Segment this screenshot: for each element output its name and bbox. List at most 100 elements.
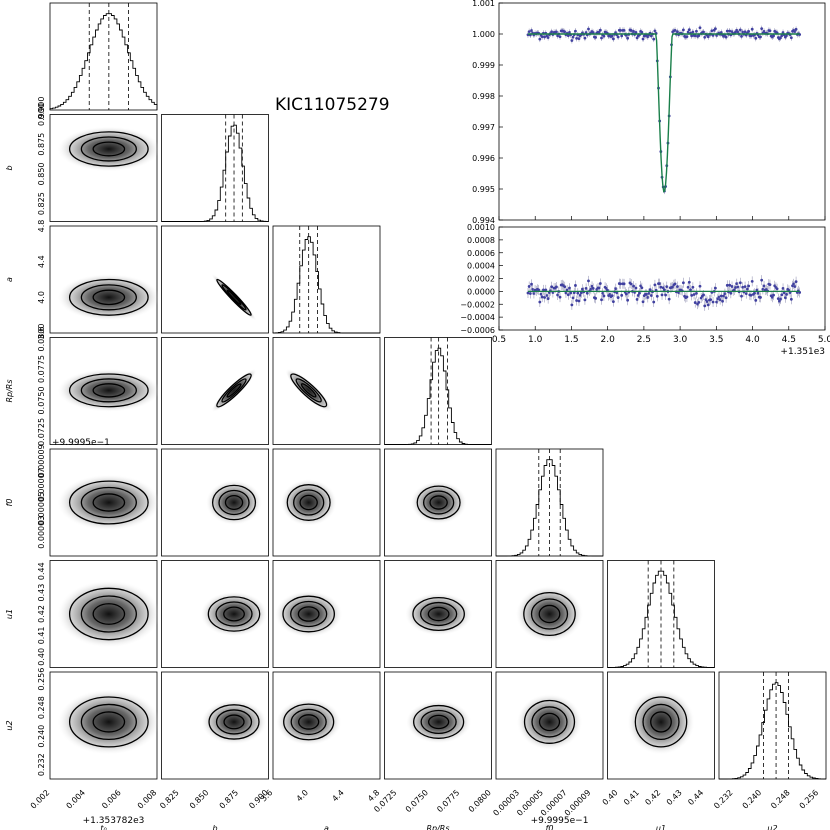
data-point: [616, 35, 620, 39]
data-point: [724, 35, 728, 39]
data-point: [620, 34, 624, 38]
corner-cell-b-b: [161, 114, 269, 222]
residual-point: [793, 285, 797, 288]
density-cloud: [57, 474, 160, 531]
residual-point: [619, 282, 622, 286]
density-contour-1: [523, 699, 576, 744]
data-point: [785, 34, 788, 37]
res-y-tick-label: 0.0002: [467, 275, 495, 284]
corner-cell-u1-u1: [607, 560, 715, 668]
residual-point: [620, 293, 624, 297]
residual-point: [658, 282, 662, 286]
residual-point: [527, 285, 531, 288]
residual-point: [546, 297, 550, 300]
model-line: [528, 33, 800, 193]
data-point: [749, 34, 753, 38]
residual-point: [589, 287, 593, 291]
residual-point: [692, 293, 696, 296]
data-point: [702, 30, 705, 34]
y-tick-label: 0.850: [37, 162, 46, 185]
y-offset-label-f0: +9.9995e−1: [52, 438, 110, 448]
histogram-u2: [719, 682, 826, 780]
corner-cell-u1-rprs: [384, 560, 492, 668]
corner-cell-u1-f0: [495, 560, 604, 668]
res-y-tick-label: 0.0004: [467, 262, 495, 271]
histogram-b: [161, 124, 269, 222]
residual-point: [695, 291, 698, 295]
density-contour-2: [80, 595, 137, 633]
residual-point: [602, 294, 606, 298]
residual-point: [636, 294, 640, 297]
data-point: [690, 34, 694, 38]
data-point: [538, 37, 542, 41]
lc-y-tick-label: 1.000: [472, 30, 495, 39]
data-point: [629, 29, 633, 32]
density-contour-3: [226, 289, 242, 306]
x-axis-label-u2: u2: [767, 824, 777, 830]
cell-frame: [161, 337, 269, 445]
data-point: [563, 30, 567, 34]
density-contour-3: [223, 606, 245, 622]
data-point: [558, 35, 562, 39]
residual-point: [756, 291, 760, 295]
residual-point: [698, 284, 702, 288]
data-point: [728, 29, 732, 33]
density-cloud: [410, 481, 467, 524]
data-point: [530, 29, 533, 32]
density-contour-3: [92, 493, 126, 512]
corner-cell-a-a: [272, 225, 381, 334]
residual-point: [598, 282, 602, 285]
cell-frame: [384, 337, 492, 445]
res-y-tick-label: −0.0006: [460, 326, 495, 335]
lc-y-tick-label: 0.995: [472, 185, 495, 194]
density-contour-1: [208, 704, 260, 740]
data-point: [695, 29, 698, 33]
residual-point: [570, 303, 574, 307]
residual-point: [762, 284, 766, 288]
data-point: [736, 30, 740, 34]
residual-point: [792, 282, 796, 286]
residual-point: [647, 292, 651, 295]
residual-point: [690, 293, 694, 297]
density-contour-2: [290, 708, 327, 736]
residual-point: [632, 284, 635, 288]
y-tick-label: 0.00009: [37, 444, 46, 477]
density-contour-3: [92, 711, 126, 733]
density-cloud: [57, 274, 160, 321]
residual-point: [715, 300, 719, 304]
density-cloud: [200, 591, 268, 637]
data-point: [622, 28, 626, 32]
residual-point: [590, 284, 594, 288]
residual-point: [754, 298, 758, 302]
residual-point: [526, 291, 530, 295]
density-contour-2: [80, 284, 137, 311]
residual-point: [689, 288, 692, 292]
res-x-tick-label: 3.5: [709, 335, 723, 345]
density-contour-3: [92, 141, 126, 157]
res-y-tick-label: 0.0006: [467, 249, 495, 258]
residual-point: [780, 293, 784, 297]
corner-cell-t0-t0: 0.900: [37, 2, 158, 119]
density-cloud: [276, 698, 342, 746]
residual-point: [735, 282, 739, 286]
data-point: [759, 35, 762, 39]
residual-point: [555, 285, 558, 289]
data-point: [697, 34, 701, 37]
data-point: [710, 29, 714, 33]
corner-cell-rprs-b: [161, 337, 269, 445]
density-cloud: [280, 479, 337, 526]
residual-point: [585, 291, 589, 295]
data-point: [740, 34, 743, 38]
y-tick-label: 0.256: [37, 668, 46, 691]
x-tick-label: 0.248: [769, 788, 792, 811]
residual-point: [702, 293, 705, 297]
residual-point: [750, 280, 754, 283]
residual-point: [724, 296, 728, 300]
lc-y-tick-label: 0.996: [472, 154, 495, 163]
residual-point: [594, 296, 597, 300]
x-tick-label: 0.256: [798, 788, 821, 811]
residual-point: [581, 287, 584, 291]
data-point: [584, 31, 588, 34]
res-x-tick-label: 3.0: [673, 335, 688, 345]
